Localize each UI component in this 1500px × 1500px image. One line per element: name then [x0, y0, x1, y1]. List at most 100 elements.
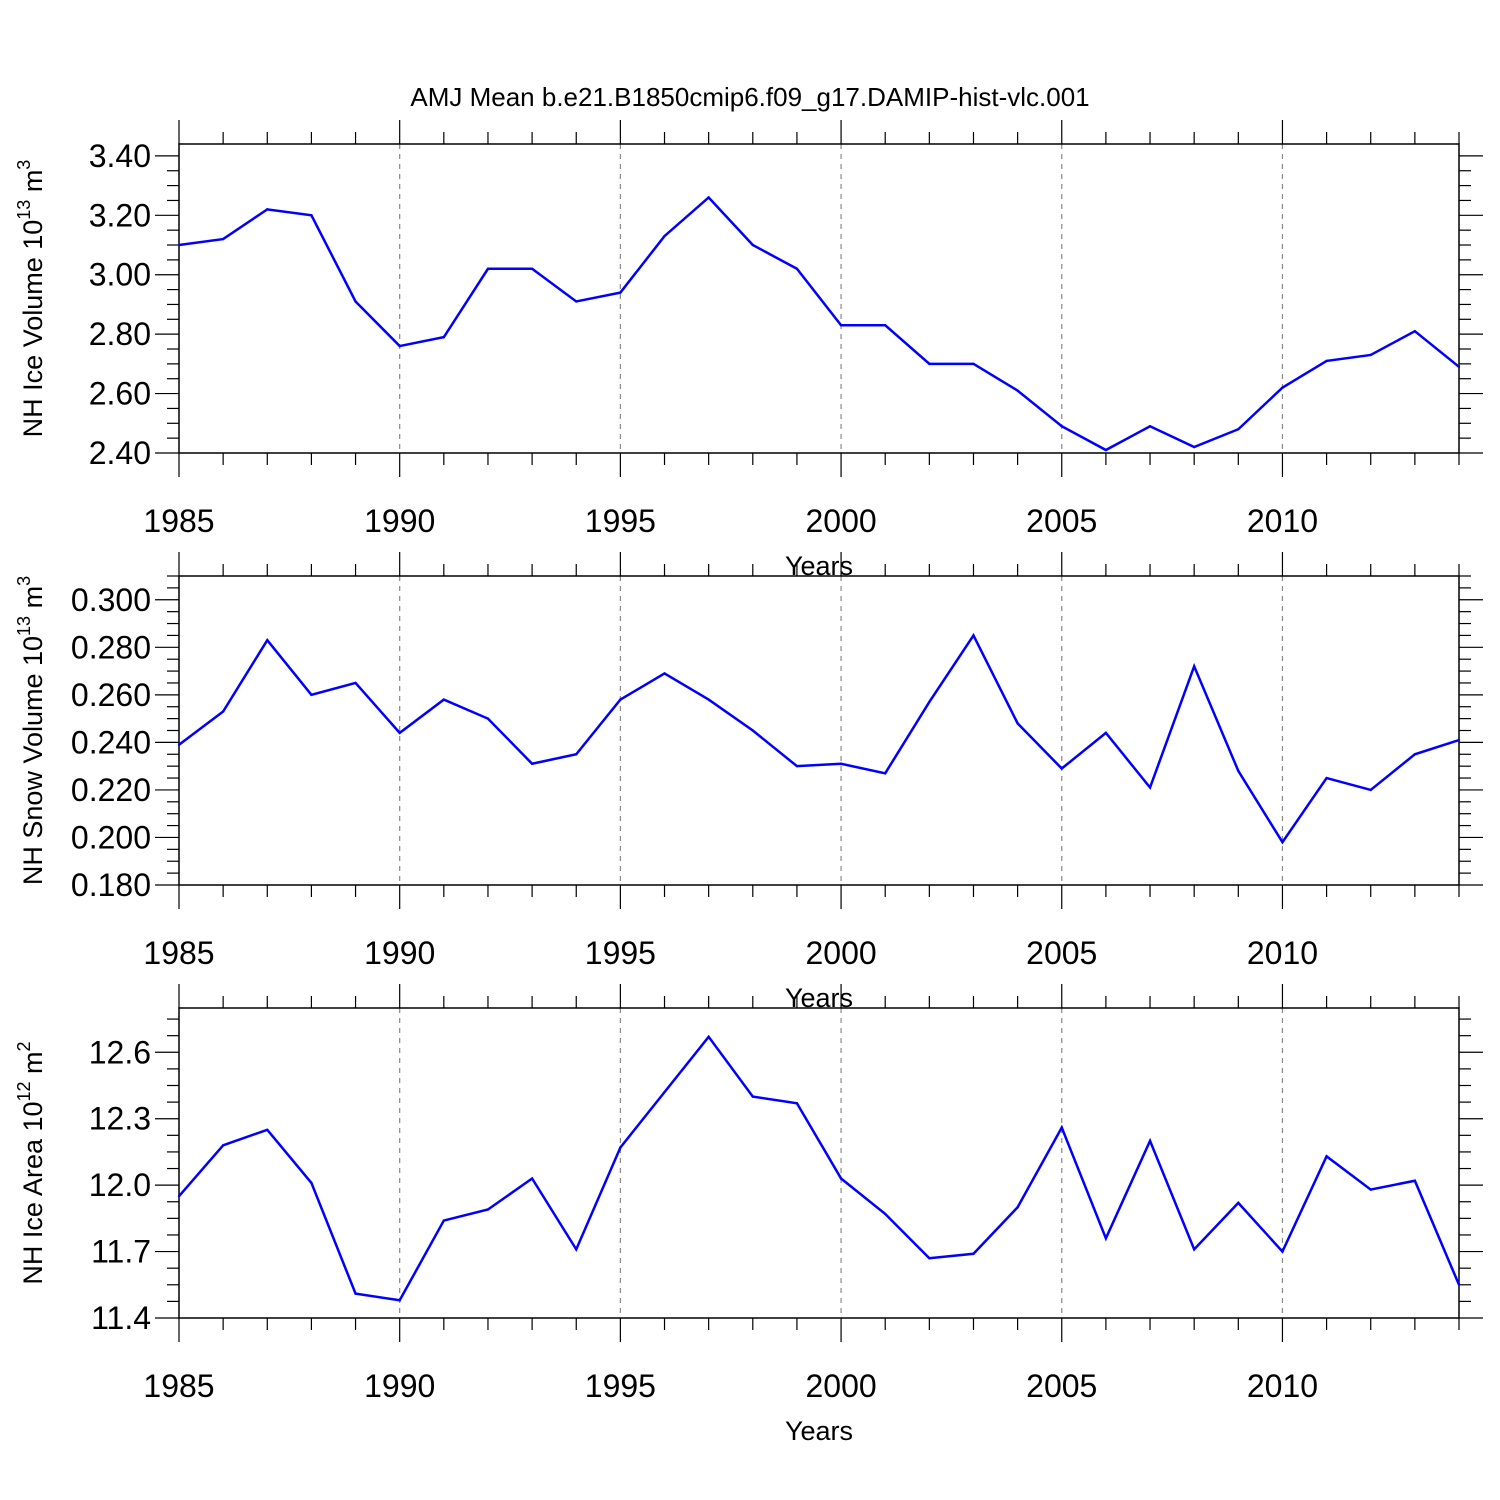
- x-tick-label: 1985: [143, 503, 214, 539]
- data-point: [839, 1177, 843, 1180]
- data-point: [1457, 365, 1461, 369]
- data-point: [1369, 788, 1372, 792]
- data-point: [177, 743, 181, 746]
- data-point: [1413, 1179, 1417, 1182]
- data-point: [839, 324, 843, 327]
- data-point: [442, 335, 446, 339]
- x-tick-label: 2010: [1247, 1368, 1318, 1404]
- y-axis-label-unit: m: [18, 586, 48, 616]
- data-point: [1016, 1206, 1019, 1209]
- y-tick-label: 11.7: [91, 1234, 151, 1270]
- data-point: [1104, 1237, 1108, 1240]
- x-tick-label: 2010: [1247, 935, 1318, 971]
- data-point: [442, 698, 446, 701]
- data-point: [1060, 767, 1063, 770]
- y-axis-label: NH Snow Volume 1013 m3: [14, 576, 48, 885]
- y-tick-label: 3.00: [89, 257, 151, 293]
- figure-title: AMJ Mean b.e21.B1850cmip6.f09_g17.DAMIP-…: [410, 82, 1089, 112]
- data-point: [221, 710, 225, 713]
- data-point: [1325, 776, 1328, 780]
- data-point: [1192, 665, 1196, 668]
- data-point: [310, 214, 313, 217]
- data-point: [795, 764, 799, 768]
- data-point: [486, 1208, 490, 1211]
- data-point: [398, 731, 401, 735]
- data-point: [1192, 445, 1196, 449]
- data-point: [310, 1181, 313, 1185]
- data-point: [1016, 722, 1019, 725]
- plot-frame: [178, 1007, 1460, 1319]
- data-point: [1281, 386, 1284, 389]
- data-point: [266, 1128, 269, 1131]
- data-point: [575, 300, 578, 303]
- x-tick-label: 1990: [364, 503, 435, 539]
- data-point: [663, 234, 666, 238]
- data-point: [707, 1035, 710, 1038]
- x-tick-label: 1990: [364, 1368, 435, 1404]
- data-point: [442, 1219, 446, 1222]
- data-point: [884, 1212, 887, 1216]
- y-axis-label: NH Ice Area 1012 m2: [14, 1041, 48, 1284]
- data-point: [266, 638, 269, 642]
- y-tick-label: 12.0: [89, 1167, 151, 1203]
- y-tick-label: 12.6: [89, 1034, 151, 1070]
- data-point: [530, 762, 534, 765]
- data-point: [1148, 425, 1152, 428]
- data-point: [839, 762, 843, 765]
- data-point: [1060, 425, 1063, 428]
- y-axis-label-exp: 13: [14, 616, 34, 636]
- data-point: [1237, 428, 1240, 431]
- data-point: [398, 1299, 401, 1302]
- data-point: [928, 700, 931, 704]
- data-point: [1104, 448, 1108, 452]
- data-point: [795, 267, 799, 270]
- y-axis-label-unit-exp: 2: [14, 1041, 34, 1051]
- data-point: [1413, 753, 1417, 756]
- data-point: [751, 243, 754, 247]
- x-tick-label: 1985: [143, 935, 214, 971]
- series-line: [178, 1034, 1461, 1302]
- y-axis-label-exp: 12: [14, 1081, 34, 1101]
- data-point: [1457, 738, 1461, 742]
- data-point: [1413, 329, 1417, 333]
- data-point: [751, 1095, 754, 1098]
- data-point: [795, 1102, 799, 1105]
- y-tick-label: 3.20: [89, 197, 151, 233]
- data-point: [1016, 389, 1019, 392]
- x-tick-label: 2010: [1247, 503, 1318, 539]
- series-line: [178, 195, 1460, 452]
- data-point: [972, 362, 975, 366]
- y-tick-label: 0.260: [71, 677, 151, 713]
- data-point: [221, 1144, 225, 1147]
- y-axis-label-unit-exp: 3: [14, 576, 34, 586]
- data-point: [354, 300, 357, 303]
- data-point: [575, 1248, 578, 1251]
- data-point: [1369, 353, 1372, 357]
- data-point: [1237, 1201, 1240, 1205]
- series-line: [178, 632, 1460, 845]
- data-point: [1148, 1139, 1152, 1143]
- y-tick-label: 2.40: [89, 435, 151, 471]
- y-tick-label: 12.3: [89, 1101, 151, 1137]
- x-tick-label: 2000: [805, 1368, 876, 1404]
- data-point: [310, 693, 313, 697]
- data-point: [221, 237, 225, 241]
- data-point: [1060, 1126, 1063, 1129]
- data-point: [1325, 1155, 1328, 1158]
- data-point: [707, 698, 710, 701]
- data-point: [751, 729, 754, 732]
- x-tick-label: 1995: [585, 935, 656, 971]
- data-point: [1104, 731, 1108, 735]
- y-tick-label: 0.300: [71, 582, 151, 618]
- y-axis-label-unit-exp: 3: [14, 160, 34, 170]
- data-point: [575, 753, 578, 756]
- data-point: [928, 362, 931, 366]
- chart-panel-2: 0.180 0.200 0.220 0.240 0.260 0.280 0.300 1985 1…: [14, 552, 1483, 1013]
- x-tick-label: 2005: [1026, 1368, 1097, 1404]
- x-tick-label: 2000: [805, 935, 876, 971]
- x-tick-label: 2000: [805, 503, 876, 539]
- x-tick-label: 1995: [585, 503, 656, 539]
- y-axis-label-prefix: NH Snow Volume 10: [18, 636, 48, 885]
- data-point: [619, 291, 622, 294]
